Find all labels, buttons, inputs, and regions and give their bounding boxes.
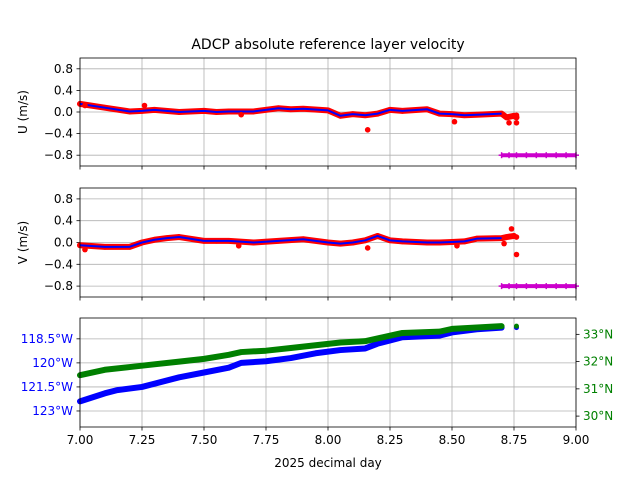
data-point [454,242,460,249]
series-line [79,102,502,117]
right-tick-label: 30°N [583,409,613,423]
right-tick-label: 31°N [583,382,613,396]
u-velocity-panel: 0.8 0.4 0.0 −0.4 −0.8 U (m/s) [16,57,579,170]
x-tick-label: 9.00 [563,433,590,447]
y-tick-label: 0.0 [54,105,73,119]
x-tick-label: 7.50 [191,433,218,447]
y-tick-label: 0.8 [54,62,73,76]
axes-frame [79,317,577,428]
x-tick-label: 8.50 [439,433,466,447]
y-tick-label: 0.4 [54,214,73,228]
left-tick-label: 120°W [32,356,73,370]
axes-frame [79,57,577,167]
latitude-track [77,323,505,379]
y-tick-label: −0.4 [44,257,73,271]
data-point [141,102,148,109]
chart-title: ADCP absolute reference layer velocity [191,37,464,53]
data-point [501,240,507,247]
left-tick-label: 123°W [32,404,73,418]
y-tick-label: −0.4 [44,127,73,141]
x-axis-label: 2025 decimal day [274,456,382,470]
right-tick-label: 32°N [583,355,613,369]
x-tick-label: 8.00 [315,433,342,447]
data-point [506,120,512,126]
data-point [364,245,371,251]
y-tick-label: −0.8 [44,279,73,293]
data-point [82,102,88,109]
data-point [235,242,242,249]
data-point [451,118,458,125]
right-tick-label: 33°N [583,327,613,341]
y-axis-label: U (m/s) [16,90,30,134]
data-point [513,251,520,258]
y-axis-label: V (m/s) [16,221,30,264]
data-point [498,235,505,241]
y-tick-label: 0.8 [54,192,73,206]
left-tick-label: 121.5°W [21,380,73,394]
data-point [513,323,519,329]
data-point [508,226,515,232]
x-tick-label: 8.25 [377,433,404,447]
x-tick-label: 7.25 [129,433,156,447]
series-line [79,234,502,248]
axes-frame [79,187,577,298]
data-point [513,120,520,126]
data-point [503,234,510,240]
x-tick-label: 7.75 [253,433,280,447]
data-point [82,246,88,253]
position-panel: 7.00 7.25 7.50 7.75 8.00 8.25 8.50 8.75 9.00 118.… [21,317,613,447]
longitude-track [77,324,505,405]
data-point [238,111,244,118]
y-tick-label: 0.4 [54,83,73,97]
v-velocity-panel: 0.8 0.4 0.0 −0.4 −0.8 V (m/s) [16,187,579,301]
y-tick-label: 0.0 [54,236,73,250]
data-point [503,114,510,121]
data-point [513,112,520,119]
y-tick-label: −0.8 [44,148,73,162]
x-tick-label: 8.75 [501,433,528,447]
data-point [498,110,505,117]
left-tick-label: 118.5°W [21,332,73,346]
x-tick-label: 7.00 [67,433,94,447]
data-point [513,234,520,240]
data-point [364,127,371,133]
